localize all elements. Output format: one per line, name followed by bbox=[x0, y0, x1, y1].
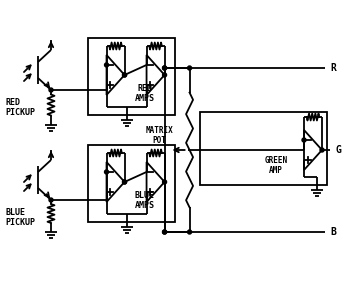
Bar bbox=[199, 112, 327, 185]
Text: RED
AMPS: RED AMPS bbox=[134, 84, 155, 103]
Text: G: G bbox=[335, 145, 341, 155]
Text: GREEN
AMP: GREEN AMP bbox=[265, 156, 288, 175]
Circle shape bbox=[122, 180, 127, 184]
Circle shape bbox=[302, 138, 306, 142]
Circle shape bbox=[162, 66, 167, 70]
Circle shape bbox=[162, 73, 167, 77]
Circle shape bbox=[162, 180, 167, 184]
Text: RED
PICKUP: RED PICKUP bbox=[5, 98, 35, 117]
Circle shape bbox=[105, 63, 108, 67]
Circle shape bbox=[162, 230, 167, 234]
Text: MATRIX
POT: MATRIX POT bbox=[146, 126, 174, 145]
Bar bbox=[88, 145, 175, 222]
Circle shape bbox=[49, 198, 53, 202]
Circle shape bbox=[49, 88, 53, 92]
Circle shape bbox=[105, 170, 108, 174]
Text: B: B bbox=[330, 227, 336, 237]
Circle shape bbox=[162, 230, 167, 234]
Circle shape bbox=[188, 66, 191, 70]
Circle shape bbox=[162, 66, 167, 70]
Circle shape bbox=[320, 148, 324, 152]
Circle shape bbox=[122, 73, 127, 77]
Circle shape bbox=[122, 180, 127, 184]
Text: BLUE
PICKUP: BLUE PICKUP bbox=[5, 208, 35, 227]
Text: BLUE
AMPS: BLUE AMPS bbox=[134, 191, 155, 210]
Text: R: R bbox=[330, 63, 336, 73]
Circle shape bbox=[122, 73, 127, 77]
Circle shape bbox=[188, 230, 191, 234]
Bar bbox=[88, 38, 175, 115]
